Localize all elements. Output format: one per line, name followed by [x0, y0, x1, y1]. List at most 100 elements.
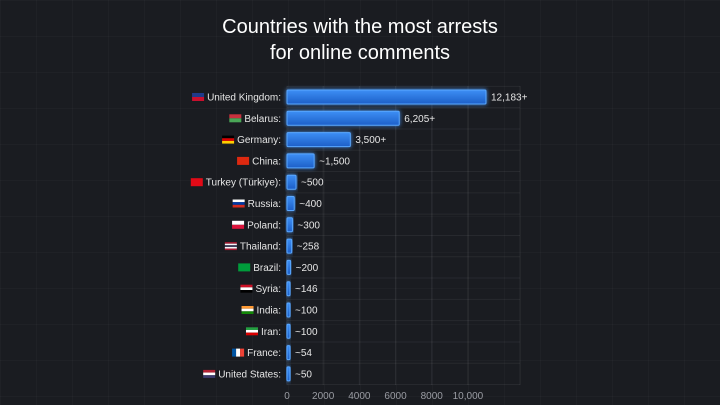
flag-icon-br — [238, 263, 251, 272]
flag-stripe — [240, 348, 245, 357]
value-label: ~400 — [299, 199, 322, 210]
x-tick-label: 4000 — [348, 391, 371, 402]
bar-tr — [286, 174, 297, 190]
category-label: United Kingdom: — [207, 93, 281, 104]
value-label: ~50 — [295, 369, 312, 380]
category-label: Thailand: — [240, 242, 281, 253]
category-label: Belarus: — [244, 114, 281, 125]
category-label: Russia: — [248, 199, 281, 210]
value-label: ~54 — [295, 348, 312, 359]
chart-title: Countries with the most arrests for onli… — [0, 14, 720, 66]
flag-icon-by — [229, 114, 242, 123]
flag-stripe — [241, 308, 254, 312]
flag-stripe — [232, 199, 245, 203]
flag-stripe — [224, 242, 237, 244]
category-label: India: — [257, 306, 281, 317]
flag-stripe — [203, 369, 216, 373]
flag-icon-tr — [190, 178, 203, 187]
flag-stripe — [232, 204, 245, 208]
category-label: Iran: — [261, 327, 281, 338]
category-label: China: — [252, 156, 281, 167]
flag-stripe — [222, 138, 235, 141]
value-label: ~146 — [295, 284, 318, 295]
flag-stripe — [224, 243, 237, 246]
value-label: 3,500+ — [355, 135, 386, 146]
value-label: 6,205+ — [404, 114, 435, 125]
flag-stripe — [229, 114, 242, 119]
category-label: Syria: — [255, 284, 281, 295]
bar-th — [286, 238, 293, 254]
x-tick-label: 2000 — [312, 391, 335, 402]
flag-stripe — [245, 329, 258, 333]
flag-stripe — [237, 156, 250, 165]
bar-fr — [286, 345, 291, 361]
flag-stripe — [224, 245, 237, 247]
value-label: ~100 — [295, 327, 318, 338]
flag-icon-us — [203, 369, 216, 378]
flag-stripe — [238, 263, 251, 272]
value-label: ~500 — [301, 178, 324, 189]
flag-stripe — [192, 97, 205, 101]
value-label: ~200 — [296, 263, 319, 274]
bar-pl — [286, 217, 293, 233]
flag-icon-ir — [245, 327, 258, 336]
flag-stripe — [245, 332, 258, 336]
flag-stripe — [190, 178, 203, 187]
category-label: Brazil: — [253, 263, 281, 274]
flag-stripe — [224, 246, 237, 249]
category-label: Turkey (Türkiye): — [206, 178, 281, 189]
flag-stripe — [240, 284, 253, 288]
flag-icon-in — [241, 306, 254, 314]
flag-stripe — [222, 140, 235, 144]
flag-stripe — [192, 93, 205, 97]
bar-cn — [286, 153, 315, 169]
bar-de — [286, 132, 351, 148]
flag-icon-ru — [232, 199, 245, 208]
x-tick-label: 0 — [284, 391, 290, 402]
value-label: ~258 — [297, 242, 320, 253]
flag-stripe — [232, 220, 245, 225]
flag-stripe — [232, 202, 245, 205]
flag-icon-th — [224, 242, 237, 251]
flag-stripe — [240, 290, 253, 293]
bar-sy — [286, 281, 291, 297]
bar-br — [286, 259, 292, 275]
category-label: Germany: — [237, 135, 281, 146]
category-label: United States: — [218, 369, 281, 380]
category-label: Poland: — [247, 220, 281, 231]
flag-icon-cn — [237, 156, 250, 165]
flag-stripe — [240, 287, 253, 291]
flag-stripe — [229, 118, 242, 123]
flag-stripe — [241, 311, 254, 314]
value-label: 12,183+ — [491, 93, 528, 104]
x-tick-label: 6000 — [384, 391, 407, 402]
bar-gb — [286, 89, 487, 105]
value-label: ~100 — [295, 306, 318, 317]
flag-stripe — [236, 348, 241, 357]
value-label: ~1,500 — [319, 156, 350, 167]
flag-stripe — [222, 135, 235, 139]
flag-stripe — [203, 375, 216, 378]
flag-icon-sy — [240, 284, 253, 293]
bar-by — [286, 110, 400, 126]
flag-icon-pl — [232, 220, 245, 229]
x-tick-label: 10,000 — [453, 391, 484, 402]
category-label: France: — [247, 348, 281, 359]
flag-icon-fr — [232, 348, 245, 357]
flag-stripe — [245, 327, 258, 330]
bar-us — [286, 366, 291, 382]
flag-icon-gb — [192, 93, 205, 101]
chart-title-line-2: for online comments — [269, 42, 451, 64]
bar-ru — [286, 196, 295, 211]
x-tick-label: 8000 — [421, 391, 444, 402]
flag-stripe — [203, 372, 216, 376]
value-label: ~300 — [297, 220, 320, 231]
flag-icon-de — [222, 135, 235, 144]
chart-title-line-1: Countries with the most arrests — [222, 16, 498, 38]
flag-stripe — [232, 224, 245, 229]
flag-stripe — [241, 306, 254, 309]
flag-stripe — [224, 248, 237, 251]
bar-ir — [286, 323, 291, 339]
flag-stripe — [232, 348, 237, 357]
